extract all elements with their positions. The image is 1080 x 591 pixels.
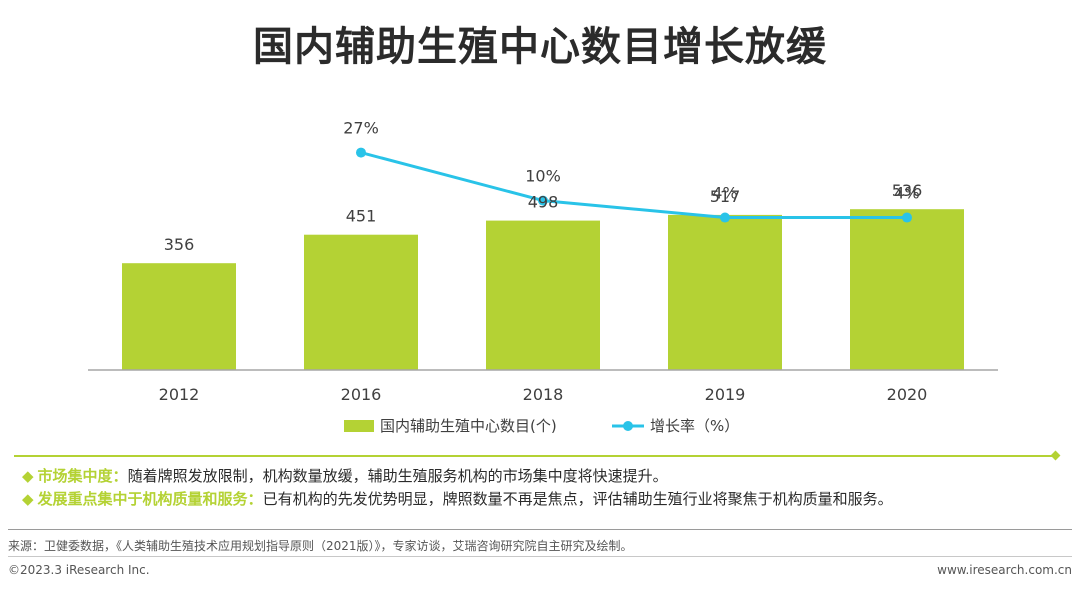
divider-line (14, 455, 1056, 457)
note-title: 发展重点集中于机构质量和服务： (37, 490, 263, 508)
divider-dot (1050, 450, 1061, 461)
legend-bar-label: 国内辅助生殖中心数目(个) (380, 417, 557, 435)
page-title: 国内辅助生殖中心数目增长放缓 (253, 24, 827, 70)
note-development-focus: ◆ 发展重点集中于机构质量和服务：已有机构的先发优势明显，牌照数量不再是焦点，评估… (22, 488, 893, 509)
copyright-text: ©2023.3 iResearch Inc. (8, 563, 150, 577)
bars-layer (122, 209, 964, 370)
x-tick-label: 2016 (341, 385, 382, 404)
bar-2018 (486, 220, 600, 370)
labels-layer: 356 2012 451 2016 498 2018 517 2019 536 2020 27% 10… (159, 119, 928, 404)
growth-rate-point (356, 147, 366, 158)
growth-rate-point (902, 212, 912, 223)
website-link[interactable]: www.iresearch.com.cn (937, 563, 1072, 577)
bar-2016 (304, 234, 418, 370)
bar-2020 (850, 209, 964, 370)
growth-rate-point (720, 212, 730, 223)
x-tick-label: 2018 (523, 385, 564, 404)
growth-rate-label: 4% (712, 184, 737, 203)
legend-bar-swatch (344, 420, 374, 432)
bar-value-label: 536 (892, 181, 923, 200)
note-title: 市场集中度： (37, 467, 128, 485)
diamond-bullet-icon: ◆ (22, 467, 34, 485)
x-tick-label: 2012 (159, 385, 200, 404)
growth-rate-label: 4% (894, 184, 919, 203)
growth-rate-label: 10% (525, 167, 561, 186)
source-divider (8, 529, 1072, 530)
bar-value-label: 498 (528, 193, 559, 212)
bar-2012 (122, 263, 236, 370)
legend-layer: 国内辅助生殖中心数目(个) 增长率（%） (344, 417, 739, 435)
bar-value-label: 517 (710, 187, 741, 206)
growth-rate-point (538, 195, 548, 206)
growth-rate-label: 27% (343, 119, 379, 138)
growth-rate-line (360, 151, 907, 220)
footer-divider (8, 556, 1072, 557)
bar-2019 (668, 214, 782, 370)
note-market-concentration: ◆ 市场集中度：随着牌照发放限制，机构数量放缓，辅助生殖服务机构的市场集中度将快速… (22, 465, 668, 486)
x-tick-label: 2019 (705, 385, 746, 404)
bar-value-label: 356 (164, 235, 195, 254)
legend-line-label: 增长率（%） (650, 417, 739, 435)
bar-value-label: 451 (346, 207, 377, 226)
legend-line-marker (623, 421, 633, 431)
note-text: 已有机构的先发优势明显，牌照数量不再是焦点，评估辅助生殖行业将聚焦于机构质量和服… (262, 490, 893, 508)
line-layer (356, 147, 912, 223)
source-text: 来源：卫健委数据，《人类辅助生殖技术应用规划指导原则（2021版）》，专家访谈，… (8, 539, 633, 553)
note-text: 随着牌照发放限制，机构数量放缓，辅助生殖服务机构的市场集中度将快速提升。 (127, 467, 668, 485)
combo-chart: 356 2012 451 2016 498 2018 517 2019 536 2020 27% 10… (88, 119, 998, 435)
x-tick-label: 2020 (887, 385, 928, 404)
diamond-bullet-icon: ◆ (22, 490, 34, 508)
